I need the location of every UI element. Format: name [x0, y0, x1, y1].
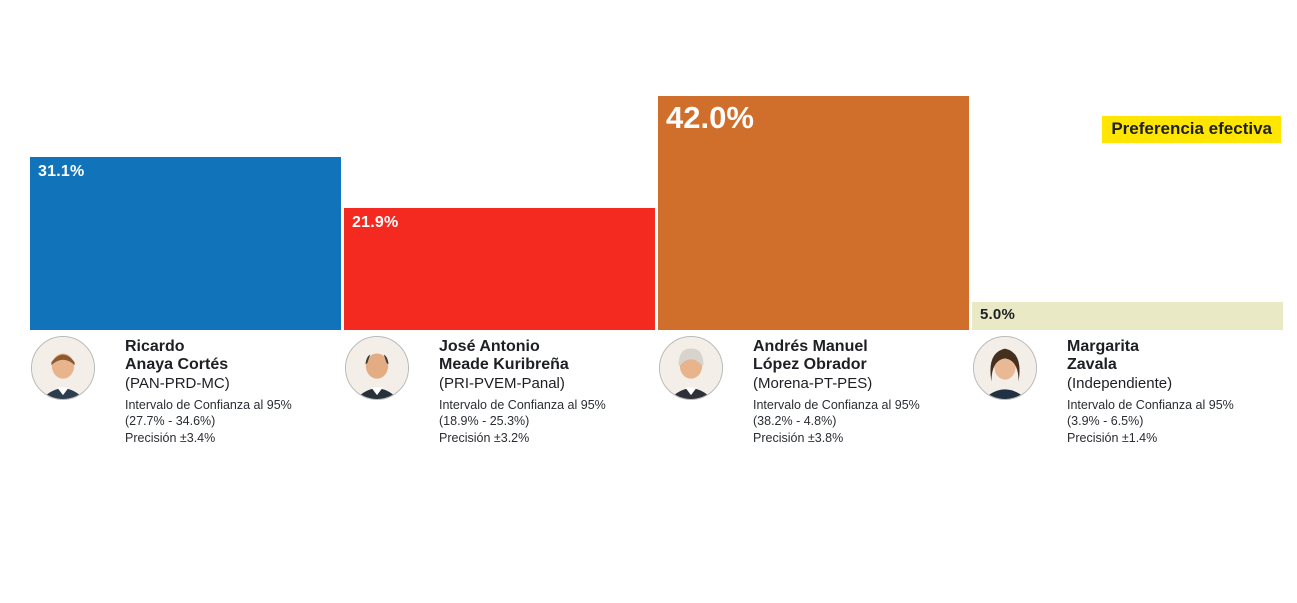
- candidate-name-line2: Zavala: [1067, 356, 1117, 374]
- candidate-name: Margarita: [1067, 338, 1140, 355]
- candidate-avatar-anaya: [31, 336, 95, 400]
- candidate-party: (Independiente): [1067, 374, 1173, 392]
- person-portrait-icon: [660, 337, 722, 399]
- confidence-interval-title: Intervalo de Confianza al 95%: [439, 397, 606, 412]
- bar-meade: 21.9%: [344, 208, 655, 330]
- precision-text: Precisión ±3.2%: [439, 430, 530, 445]
- candidate-avatar-meade: [345, 336, 409, 400]
- candidate-info-zavala: Margarita Zavala (Independiente) Interva…: [1067, 336, 1234, 446]
- bar-amlo: 42.0%: [658, 96, 969, 330]
- candidate-card-anaya: Ricardo Anaya Cortés (PAN-PRD-MC) Interv…: [30, 336, 341, 446]
- person-portrait-icon: [974, 337, 1036, 399]
- confidence-interval-range: (27.7% - 34.6%): [125, 414, 216, 429]
- precision-text: Precisión ±3.4%: [125, 430, 216, 445]
- candidate-name-line2: Meade Kuribreña: [439, 356, 569, 374]
- candidate-info-amlo: Andrés Manuel López Obrador (Morena-PT-P…: [753, 336, 920, 446]
- bar-column-meade: 21.9%: [344, 0, 655, 330]
- candidate-avatar-amlo: [659, 336, 723, 400]
- bar-column-anaya: 31.1%: [30, 0, 341, 330]
- candidate-party: (PAN-PRD-MC): [125, 374, 230, 392]
- candidate-name: José Antonio: [439, 338, 540, 355]
- poll-bar-chart: Preferencia efectiva 31.1% 21.9% 42.0% 5…: [30, 0, 1283, 446]
- confidence-interval-range: (38.2% - 4.8%): [753, 414, 837, 429]
- candidate-info-anaya: Ricardo Anaya Cortés (PAN-PRD-MC) Interv…: [125, 336, 292, 446]
- bar-zavala: 5.0%: [972, 302, 1283, 330]
- candidate-name-line2: Anaya Cortés: [125, 356, 229, 374]
- precision-text: Precisión ±1.4%: [1067, 430, 1158, 445]
- confidence-interval-range: (18.9% - 25.3%): [439, 414, 530, 429]
- preferencia-tag: Preferencia efectiva: [1102, 116, 1281, 143]
- candidate-name: Ricardo: [125, 338, 185, 355]
- person-portrait-icon: [346, 337, 408, 399]
- candidate-card-meade: José Antonio Meade Kuribreña (PRI-PVEM-P…: [344, 336, 655, 446]
- candidate-name: Andrés Manuel: [753, 338, 868, 355]
- confidence-interval-title: Intervalo de Confianza al 95%: [1067, 397, 1234, 412]
- candidate-info-meade: José Antonio Meade Kuribreña (PRI-PVEM-P…: [439, 336, 606, 446]
- candidate-card-zavala: Margarita Zavala (Independiente) Interva…: [972, 336, 1283, 446]
- candidate-party: (Morena-PT-PES): [753, 374, 873, 392]
- bar-value-zavala: 5.0%: [980, 306, 1015, 323]
- bar-column-zavala: 5.0%: [972, 0, 1283, 330]
- bar-value-anaya: 31.1%: [38, 163, 85, 180]
- person-portrait-icon: [32, 337, 94, 399]
- bar-anaya: 31.1%: [30, 157, 341, 330]
- candidate-avatar-zavala: [973, 336, 1037, 400]
- confidence-interval-title: Intervalo de Confianza al 95%: [125, 397, 292, 412]
- confidence-interval-title: Intervalo de Confianza al 95%: [753, 397, 920, 412]
- confidence-interval-range: (3.9% - 6.5%): [1067, 414, 1144, 429]
- candidates-row: Ricardo Anaya Cortés (PAN-PRD-MC) Interv…: [30, 336, 1283, 446]
- bar-value-meade: 21.9%: [352, 214, 399, 231]
- candidate-card-amlo: Andrés Manuel López Obrador (Morena-PT-P…: [658, 336, 969, 446]
- bar-column-amlo: 42.0%: [658, 0, 969, 330]
- bars-row: 31.1% 21.9% 42.0% 5.0%: [30, 0, 1283, 330]
- bar-value-amlo: 42.0%: [666, 100, 754, 135]
- candidate-name-line2: López Obrador: [753, 356, 867, 374]
- candidate-party: (PRI-PVEM-Panal): [439, 374, 565, 392]
- precision-text: Precisión ±3.8%: [753, 430, 844, 445]
